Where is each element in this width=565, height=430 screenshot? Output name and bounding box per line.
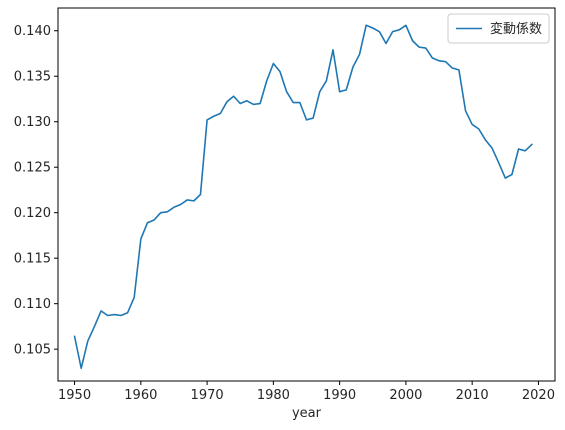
x-axis: 1950 1960 1970 1980 1990 2000 2010 2020 — [58, 381, 555, 403]
axes-frame — [57, 7, 556, 382]
x-tick-label: 2010 — [456, 388, 489, 403]
plot-area — [58, 8, 555, 381]
y-tick-label: 0.120 — [14, 206, 51, 221]
y-tick-label: 0.105 — [14, 343, 51, 358]
legend-box — [447, 13, 550, 44]
x-axis-label: year — [292, 406, 322, 421]
legend-entry-label: 変動係数 — [490, 21, 542, 37]
y-tick-label: 0.135 — [14, 70, 51, 85]
x-tick-label: 2000 — [389, 388, 422, 403]
y-tick-label: 0.140 — [14, 24, 51, 39]
y-tick-label: 0.115 — [14, 252, 51, 267]
y-tick-label: 0.125 — [14, 161, 51, 176]
y-tick-label: 0.110 — [14, 297, 51, 312]
x-tick-label: 1960 — [124, 388, 157, 403]
x-tick-label: 2020 — [522, 388, 555, 403]
legend: 変動係数 — [447, 13, 550, 44]
x-tick-label: 1990 — [323, 388, 356, 403]
y-axis: 0.105 0.110 0.115 0.120 0.125 0.130 0.135 0.140 — [14, 24, 58, 358]
x-tick-label: 1980 — [257, 388, 290, 403]
series-line-0 — [73, 24, 533, 370]
x-tick-label: 1950 — [58, 388, 91, 403]
x-tick-label: 1970 — [191, 388, 224, 403]
series-layer — [73, 24, 533, 370]
y-tick-label: 0.130 — [14, 115, 51, 130]
